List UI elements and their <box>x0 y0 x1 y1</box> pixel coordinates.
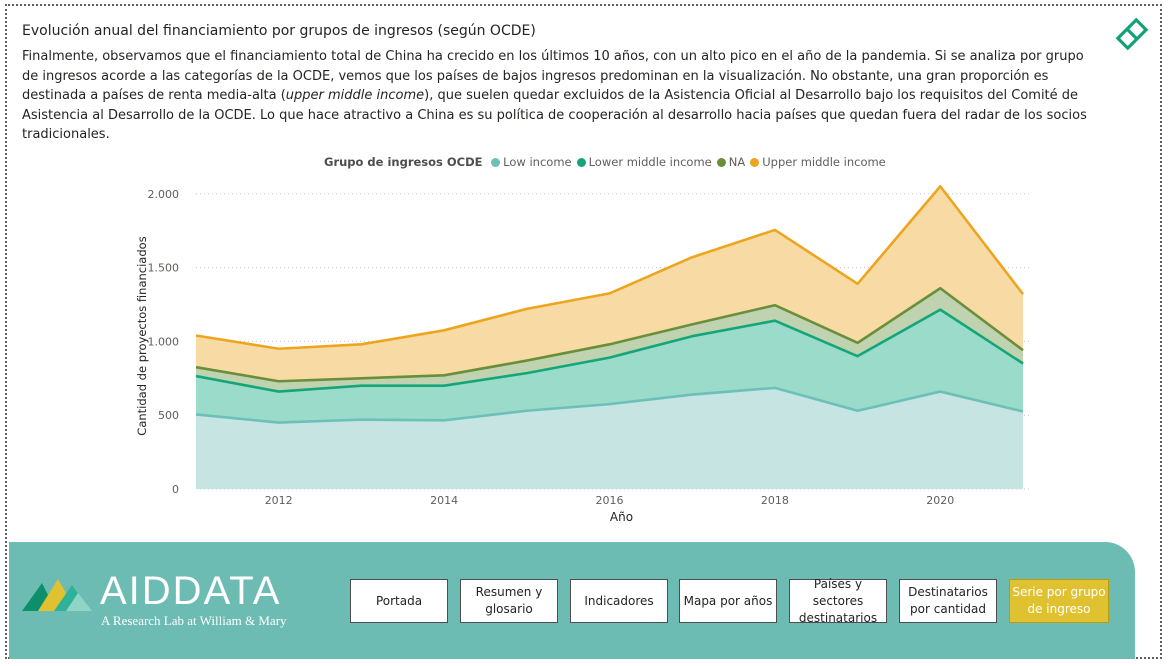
nav-button-mapa[interactable]: Mapa por años <box>679 579 777 623</box>
nav-button-paises[interactable]: Países y sectores destinatarios <box>789 577 887 625</box>
legend-label: Low income <box>503 155 572 169</box>
y-tick-label: 1.500 <box>148 262 180 275</box>
x-tick-label: 2012 <box>265 494 293 507</box>
legend-dot-icon <box>491 158 501 167</box>
y-tick-label: 0 <box>172 483 179 496</box>
area-lower-middle-income <box>196 309 1023 423</box>
y-tick-label: 1.000 <box>148 335 180 348</box>
brand-tagline: A Research Lab at William & Mary <box>101 613 287 628</box>
legend-dot-icon <box>716 158 726 167</box>
legend-dot-icon <box>576 158 586 167</box>
legend-item[interactable]: NA <box>716 155 746 169</box>
legend-title: Grupo de ingresos OCDE <box>324 155 483 169</box>
area-chart: 0 500 1.000 1.500 2.000 2012 2014 2016 2018 2020 A… <box>135 185 1030 524</box>
x-axis-title: Año <box>610 510 633 524</box>
line-low-income <box>195 386 1024 424</box>
legend-item[interactable]: Upper middle income <box>750 155 886 169</box>
legend-label: NA <box>728 155 746 169</box>
brand-name: AIDDATA <box>100 569 282 613</box>
visual-title: Evolución anual del financiamiento por g… <box>22 23 536 39</box>
y-tick-label: 500 <box>158 409 179 422</box>
x-tick-label: 2014 <box>430 494 458 507</box>
legend-item[interactable]: Low income <box>491 155 572 169</box>
legend-label: Lower middle income <box>588 155 712 169</box>
line-upper-middle-income <box>195 185 1025 351</box>
nav-button-indicadores[interactable]: Indicadores <box>570 579 668 623</box>
legend-item[interactable]: Lower middle income <box>576 155 712 169</box>
nav-button-serie-active[interactable]: Serie por grupo de ingreso <box>1009 579 1109 623</box>
line-lower-middle-income <box>195 308 1024 393</box>
diamond-icon[interactable] <box>1112 14 1152 54</box>
legend-dot-icon <box>750 158 760 167</box>
chart-legend: Grupo de ingresos OCDE Low income Lower m… <box>324 155 891 169</box>
y-tick-label: 2.000 <box>148 188 180 201</box>
x-tick-label: 2020 <box>926 494 954 507</box>
nav-button-resumen[interactable]: Resumen y glosario <box>460 579 558 623</box>
x-tick-label: 2018 <box>761 494 789 507</box>
x-tick-label: 2016 <box>596 494 624 507</box>
aiddata-logo-icon <box>22 579 92 611</box>
area-low-income <box>196 387 1023 489</box>
line-na <box>195 286 1024 383</box>
description-text: Finalmente, observamos que el financiami… <box>22 49 1087 142</box>
legend-label: Upper middle income <box>762 155 886 169</box>
nav-button-destinatarios[interactable]: Destinatarios por cantidad <box>899 579 997 623</box>
y-axis-title: Cantidad de proyectos financiados <box>135 236 149 435</box>
nav-button-portada[interactable]: Portada <box>350 579 448 623</box>
